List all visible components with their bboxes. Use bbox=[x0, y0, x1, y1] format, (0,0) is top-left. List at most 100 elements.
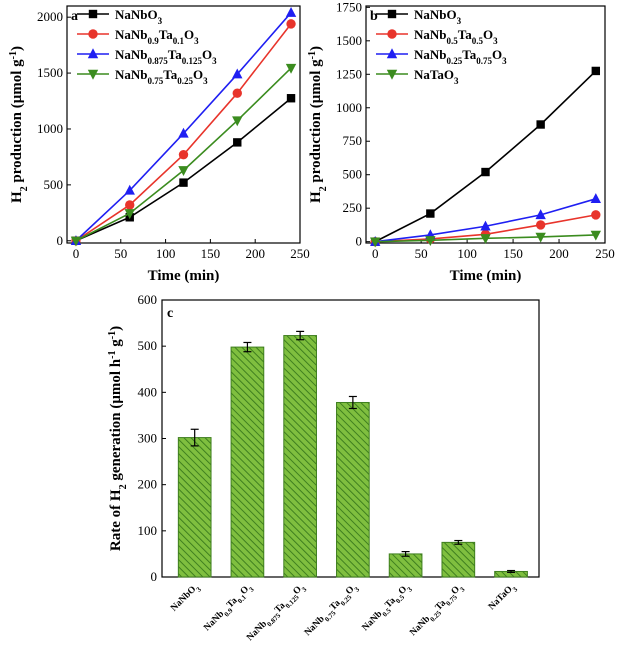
bar bbox=[283, 335, 317, 578]
x-tick-label: 50 bbox=[415, 246, 428, 261]
y-tick-label: 0 bbox=[57, 233, 64, 248]
x-category-label: NaTaO3 bbox=[487, 582, 520, 615]
legend-label: NaNb0.5Ta0.5O3 bbox=[414, 27, 498, 46]
y-tick-label: 500 bbox=[138, 338, 158, 353]
x-axis-label: Time (min) bbox=[450, 268, 522, 284]
bar bbox=[336, 401, 370, 578]
x-tick-label: 50 bbox=[114, 246, 127, 261]
x-category-label: NaNbO3 bbox=[169, 582, 203, 616]
data-point bbox=[480, 220, 491, 231]
y-tick-label: 1250 bbox=[336, 66, 362, 81]
y-tick-label: 1500 bbox=[37, 65, 63, 80]
data-point bbox=[285, 63, 297, 74]
y-axis-label: H2 production (μmol g-1) bbox=[307, 46, 329, 203]
data-point bbox=[178, 127, 189, 138]
x-tick-label: 200 bbox=[549, 246, 569, 261]
data-point bbox=[590, 193, 602, 204]
x-tick-label: 150 bbox=[503, 246, 523, 261]
data-point bbox=[285, 7, 297, 17]
bar bbox=[230, 346, 265, 578]
y-tick-label: 1000 bbox=[37, 121, 63, 136]
data-point bbox=[233, 138, 242, 147]
y-tick-label: 500 bbox=[44, 177, 64, 192]
panel-c-bar-chart: 0 100 200 300 400 500 600 Rate of H2 generation… bbox=[107, 292, 540, 643]
y-tick-label: 250 bbox=[343, 200, 363, 215]
legend-label: NaNb0.25Ta0.75O3 bbox=[414, 47, 507, 66]
legend-label: NaNbO3 bbox=[414, 7, 462, 26]
panel-a-line-chart: 0 50 100 150 200 250 0 500 1000 1500 2000 Time (min… bbox=[8, 5, 310, 284]
y-tick-label: 300 bbox=[138, 431, 158, 446]
y-tick-label: 600 bbox=[138, 292, 158, 307]
x-tick-label: 150 bbox=[201, 246, 221, 261]
data-point bbox=[232, 68, 243, 79]
data-point bbox=[481, 167, 490, 177]
data-point bbox=[535, 232, 546, 243]
legend-marker bbox=[88, 9, 98, 19]
x-category-label: NaNb0.5Ta0.5O3 bbox=[361, 582, 415, 636]
bar bbox=[441, 541, 476, 578]
data-point bbox=[535, 220, 546, 230]
data-point bbox=[591, 210, 601, 220]
panel-label: a bbox=[71, 9, 78, 24]
x-tick-label: 0 bbox=[73, 246, 80, 261]
bar bbox=[177, 437, 212, 578]
data-point bbox=[535, 209, 546, 220]
bar bbox=[388, 553, 423, 578]
y-tick-label: 0 bbox=[151, 569, 158, 584]
data-point bbox=[286, 94, 296, 103]
data-point bbox=[425, 236, 436, 247]
legend-marker bbox=[88, 29, 98, 39]
series-line bbox=[374, 70, 597, 243]
data-point bbox=[179, 178, 188, 187]
plot-frame bbox=[66, 5, 301, 244]
y-tick-label: 0 bbox=[356, 234, 363, 249]
x-tick-label: 0 bbox=[372, 246, 379, 261]
panel-label: b bbox=[370, 9, 378, 24]
y-tick-label: 1500 bbox=[336, 33, 362, 48]
data-point bbox=[178, 166, 189, 177]
data-point bbox=[590, 230, 602, 241]
y-tick-label: 2000 bbox=[37, 9, 63, 24]
data-point bbox=[286, 19, 296, 29]
y-tick-label: 750 bbox=[343, 133, 363, 148]
data-point bbox=[124, 184, 135, 195]
y-tick-label: 200 bbox=[138, 477, 158, 492]
data-point bbox=[70, 236, 82, 247]
x-tick-label: 100 bbox=[156, 246, 176, 261]
data-point bbox=[232, 116, 243, 127]
x-tick-label: 100 bbox=[457, 246, 477, 261]
data-point bbox=[480, 234, 491, 245]
series-line bbox=[75, 12, 292, 242]
data-point bbox=[124, 209, 135, 220]
y-tick-label: 100 bbox=[138, 523, 158, 538]
x-category-label: NaNb0.25Ta0.75O3 bbox=[408, 582, 467, 641]
y-axis-label: Rate of H2 generation (μmol h-1 g-1) bbox=[107, 326, 129, 551]
legend-label: NaTaO3 bbox=[414, 67, 459, 86]
legend-marker bbox=[87, 69, 99, 80]
data-point bbox=[426, 209, 435, 218]
data-point bbox=[591, 66, 601, 76]
legend-marker bbox=[87, 48, 99, 59]
legend-label: NaNb0.9Ta0.1O3 bbox=[115, 27, 199, 46]
y-axis-label: H2 production (μmol g-1) bbox=[8, 46, 30, 203]
legend-label: NaNb0.75Ta0.25O3 bbox=[115, 67, 208, 86]
legend-marker bbox=[386, 69, 398, 80]
data-point bbox=[369, 237, 381, 248]
x-tick-label: 250 bbox=[290, 246, 310, 261]
panel-label: c bbox=[167, 306, 173, 321]
x-category-label: NaNb0.9Ta0.1O3 bbox=[202, 582, 256, 636]
legend-label: NaNb0.875Ta0.125O3 bbox=[115, 47, 217, 66]
y-tick-label: 1000 bbox=[336, 100, 362, 115]
data-point bbox=[178, 149, 189, 160]
data-point bbox=[232, 88, 242, 98]
legend-marker bbox=[387, 9, 397, 19]
panel-b-line-chart: 0 50 100 150 200 250 0 250 500 750 1000 1250 1500 175… bbox=[307, 0, 615, 284]
y-tick-label: 1750 bbox=[336, 0, 362, 14]
legend-marker bbox=[386, 48, 398, 59]
y-tick-label: 400 bbox=[138, 384, 158, 399]
legend-marker bbox=[387, 29, 397, 39]
x-category-label: NaNb0.75Ta0.25O3 bbox=[303, 582, 362, 641]
data-point bbox=[536, 120, 545, 129]
data-point bbox=[125, 200, 135, 210]
